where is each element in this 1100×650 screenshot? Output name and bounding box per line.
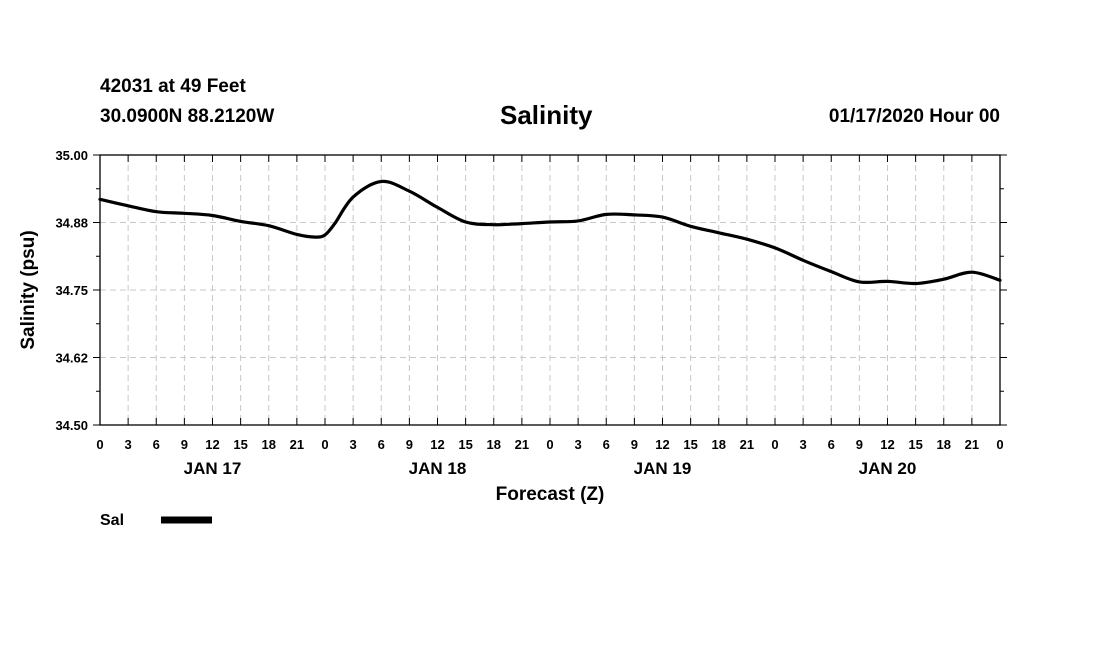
series-layer [98,179,1002,286]
x-tick-label: 9 [181,437,188,452]
date-label: JAN 19 [634,459,692,478]
axis-layer [93,154,1007,426]
x-tick-label: 21 [515,437,529,452]
x-tick-label: 12 [205,437,219,452]
x-tick-label: 6 [828,437,835,452]
run-time: 01/17/2020 Hour 00 [828,106,1000,127]
x-tick-label: 6 [153,437,160,452]
x-tick-label: 18 [937,437,951,452]
x-tick-label: 0 [546,437,553,452]
x-tick-label: 3 [575,437,582,452]
x-tick-label: 18 [487,437,501,452]
x-tick-label: 0 [996,437,1003,452]
y-tick-label: 34.75 [55,283,88,298]
grid-layer [100,155,1000,425]
x-tick-label: 9 [406,437,413,452]
date-label: JAN 18 [409,459,467,478]
plot-frame [99,154,1001,426]
label-layer: 0 3 6 9 12 15 18 21 0 3 6 9 12 15 18 21 0 3 6 9 12 15 18 21 0 3 6 9… [55,148,1003,478]
station-coords: 30.0900N 88.2120W [100,106,275,127]
x-tick-label: 9 [631,437,638,452]
x-tick-label: 0 [96,437,103,452]
x-tick-label: 12 [880,437,894,452]
x-tick-label: 6 [378,437,385,452]
x-tick-label: 18 [712,437,726,452]
series-line-sal [98,179,1002,286]
x-tick-label: 21 [965,437,979,452]
y-axis-title: Salinity (psu) [18,230,39,349]
x-tick-label: 21 [290,437,304,452]
x-tick-label: 15 [458,437,472,452]
station-id: 42031 at 49 Feet [100,76,246,97]
chart-title: Salinity [500,100,593,130]
x-tick-label: 15 [233,437,247,452]
x-tick-label: 18 [262,437,276,452]
x-tick-label: 3 [350,437,357,452]
x-tick-label: 9 [856,437,863,452]
date-label: JAN 17 [184,459,242,478]
x-tick-label: 3 [800,437,807,452]
x-tick-label: 12 [430,437,444,452]
x-tick-label: 15 [683,437,697,452]
x-tick-label: 0 [771,437,778,452]
x-tick-label: 6 [603,437,610,452]
x-tick-label: 21 [740,437,754,452]
date-label: JAN 20 [859,459,917,478]
x-tick-label: 0 [321,437,328,452]
x-tick-label: 12 [655,437,669,452]
x-tick-label: 3 [125,437,132,452]
y-tick-label: 34.62 [55,351,88,366]
y-tick-label: 35.00 [55,148,88,163]
y-tick-label: 34.50 [55,418,88,433]
y-tick-label: 34.88 [55,216,88,231]
x-axis-title: Forecast (Z) [496,484,605,505]
x-tick-label: 15 [908,437,922,452]
legend-label: Sal [100,512,124,529]
